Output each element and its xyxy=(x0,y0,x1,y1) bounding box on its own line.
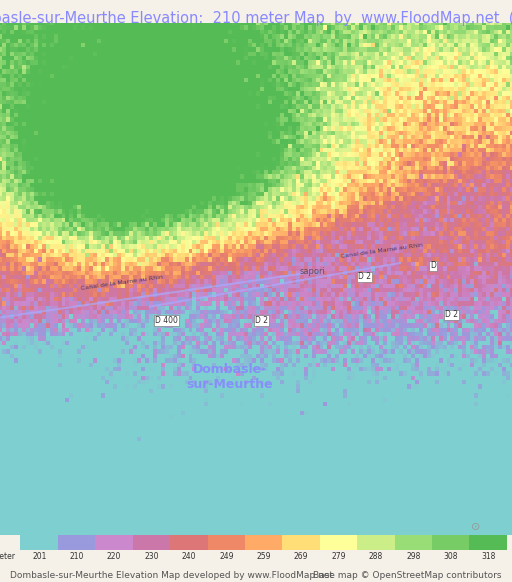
Text: D 400: D 400 xyxy=(155,316,178,325)
Bar xyxy=(95,535,133,550)
Text: 279: 279 xyxy=(331,552,346,561)
Text: D 2: D 2 xyxy=(445,311,458,320)
Text: Dombasle-sur-Meurthe Elevation Map developed by www.FloodMap.net: Dombasle-sur-Meurthe Elevation Map devel… xyxy=(10,570,333,580)
Bar xyxy=(395,535,432,550)
Text: 318: 318 xyxy=(481,552,495,561)
Text: Dombasle-sur-Meurthe Elevation:  210 meter Map  by  www.FloodMap.net  (beta): Dombasle-sur-Meurthe Elevation: 210 mete… xyxy=(0,12,512,26)
Text: 298: 298 xyxy=(406,552,420,561)
Text: D: D xyxy=(430,261,436,271)
Text: 230: 230 xyxy=(144,552,159,561)
Text: 308: 308 xyxy=(443,552,458,561)
Text: Canal de la Marne au Rhin: Canal de la Marne au Rhin xyxy=(340,242,423,258)
Text: D 2: D 2 xyxy=(358,272,371,281)
Bar xyxy=(58,535,95,550)
Bar xyxy=(245,535,283,550)
Text: 269: 269 xyxy=(294,552,308,561)
Bar xyxy=(207,535,245,550)
Text: meter: meter xyxy=(0,552,15,561)
Text: 210: 210 xyxy=(70,552,84,561)
Bar xyxy=(283,535,320,550)
Bar xyxy=(133,535,170,550)
Text: ⊙: ⊙ xyxy=(471,522,480,532)
Text: 201: 201 xyxy=(32,552,47,561)
Text: 288: 288 xyxy=(369,552,383,561)
Text: Dombasle-
sur-Meurthe: Dombasle- sur-Meurthe xyxy=(187,363,273,391)
Text: D 2: D 2 xyxy=(255,316,268,325)
Text: 220: 220 xyxy=(107,552,121,561)
Bar xyxy=(170,535,207,550)
Bar xyxy=(320,535,357,550)
Bar xyxy=(20,535,58,550)
Bar xyxy=(470,535,507,550)
Text: Canal de la Marne au Rhin: Canal de la Marne au Rhin xyxy=(80,275,163,291)
Text: Base map © OpenStreetMap contributors: Base map © OpenStreetMap contributors xyxy=(313,570,502,580)
Text: 249: 249 xyxy=(219,552,233,561)
Text: sapori: sapori xyxy=(300,267,326,276)
Text: 240: 240 xyxy=(182,552,196,561)
Text: 259: 259 xyxy=(257,552,271,561)
Bar xyxy=(357,535,395,550)
Bar xyxy=(432,535,470,550)
